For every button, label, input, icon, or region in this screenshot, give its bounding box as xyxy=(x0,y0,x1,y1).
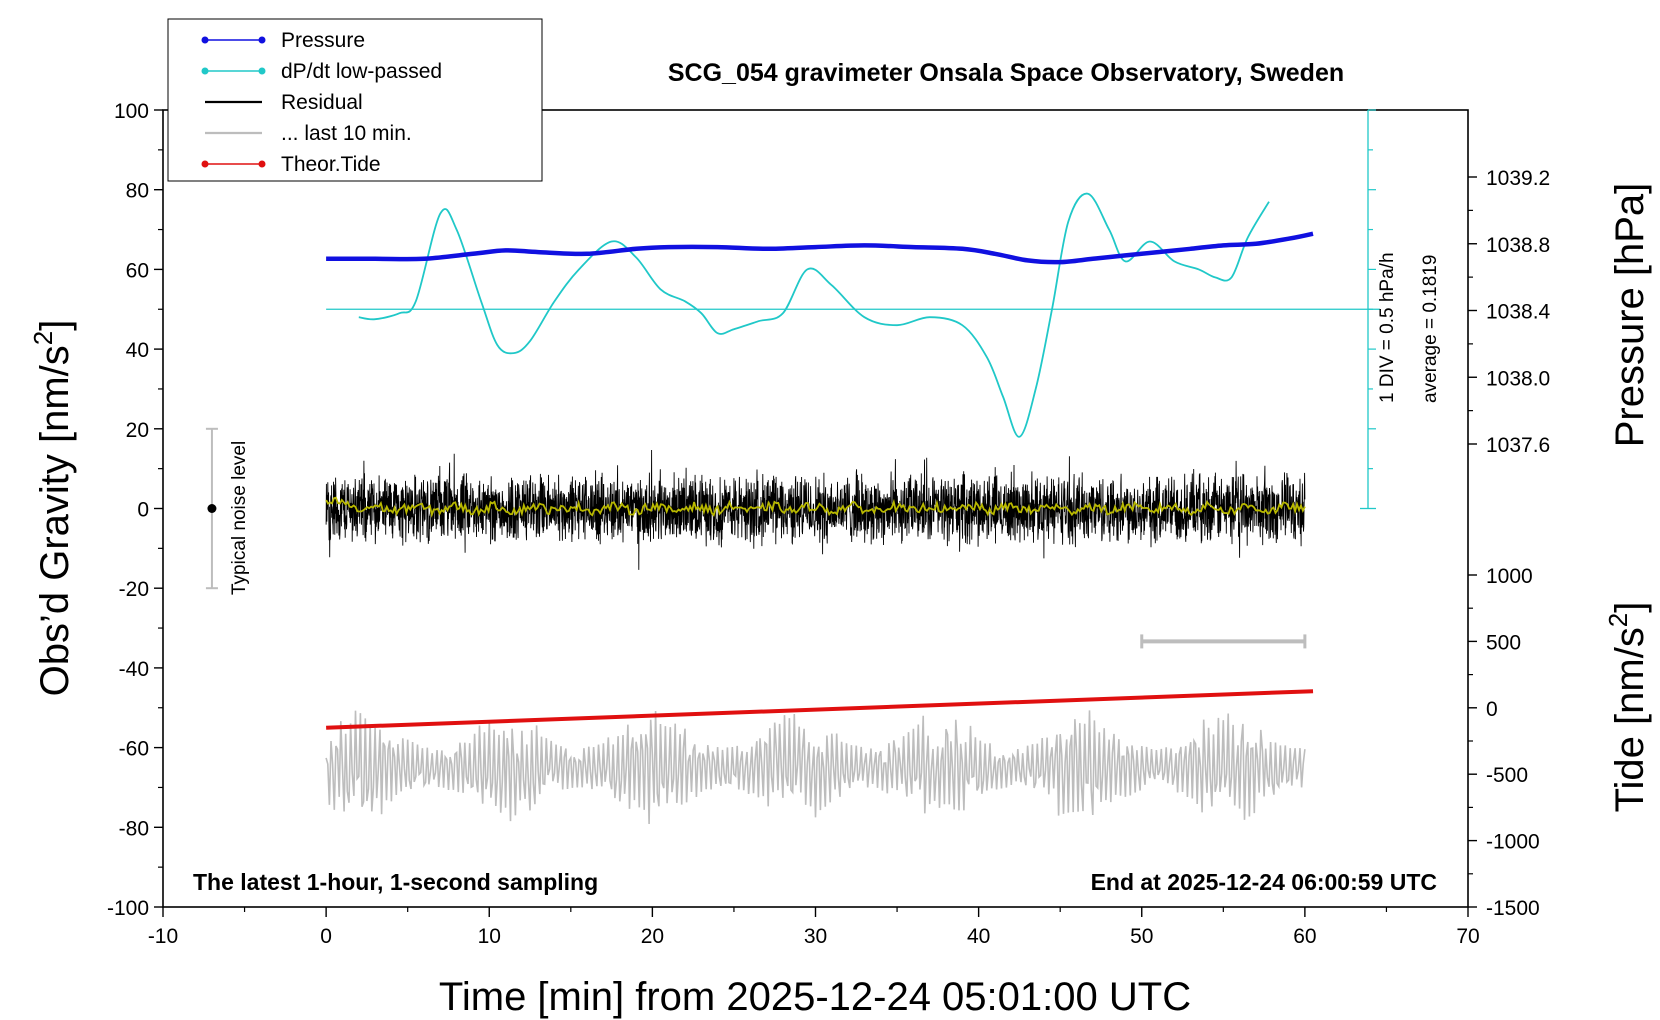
tide-axis-title: Tide [nm/s2] xyxy=(1603,602,1652,813)
y-tick-label-2: -60 xyxy=(119,738,149,761)
pressure-tick-label-0: 1037.6 xyxy=(1486,434,1550,457)
tide-tick-label-0: -1500 xyxy=(1486,897,1540,920)
legend-marker-left-0 xyxy=(201,36,209,44)
y-tick-label-3: -40 xyxy=(119,658,149,681)
pressure-series-line xyxy=(326,231,1314,265)
x-tick-label-1: 0 xyxy=(320,925,332,948)
last10-series-line xyxy=(325,710,1306,825)
legend-label-0: Pressure xyxy=(281,29,365,52)
y-tick-label-1: -80 xyxy=(119,817,149,840)
pressure-axis-title: Pressure [hPa] xyxy=(1608,183,1652,448)
y-tick-label-8: 60 xyxy=(126,259,149,282)
legend-label-1: dP/dt low-passed xyxy=(281,60,442,83)
pressure-tick-label-1: 1038.0 xyxy=(1486,367,1550,390)
y-axis-title-left-sup: 2 xyxy=(28,331,58,345)
footer-left: The latest 1-hour, 1-second sampling xyxy=(193,869,598,895)
noise-level-center-dot xyxy=(207,504,217,513)
axis-ticks xyxy=(154,109,1477,917)
legend-label-3: ... last 10 min. xyxy=(281,122,412,145)
legend-marker-left-1 xyxy=(201,67,209,75)
chart-title: SCG_054 gravimeter Onsala Space Observat… xyxy=(668,59,1344,87)
legend-marker-left-4 xyxy=(201,160,209,168)
y-tick-label-4: -20 xyxy=(119,578,149,601)
x-tick-label-5: 40 xyxy=(967,925,990,948)
tide-axis-title-main: Tide [nm/s xyxy=(1608,627,1652,812)
y-axis-title-left: Obs’d Gravity [nm/s2] xyxy=(28,320,77,697)
tide-axis-title-end: ] xyxy=(1608,602,1652,613)
tide-tick-label-2: -500 xyxy=(1486,764,1528,787)
residual-lowpass-line xyxy=(325,496,1306,518)
x-tick-label-3: 20 xyxy=(641,925,664,948)
residual-series-line xyxy=(325,449,1306,570)
x-tick-label-7: 60 xyxy=(1293,925,1316,948)
legend-box xyxy=(167,18,543,182)
x-tick-label-8: 70 xyxy=(1456,925,1479,948)
legend-label-4: Theor.Tide xyxy=(281,153,381,176)
dpdt-average-label: average = 0.1819 xyxy=(1420,255,1441,403)
pressure-tick-label-4: 1039.2 xyxy=(1486,167,1550,190)
y-tick-label-10: 100 xyxy=(114,100,149,123)
pressure-tick-label-2: 1038.4 xyxy=(1486,301,1551,324)
legend-marker-right-0 xyxy=(258,36,266,44)
y-axis-title-left-main: Obs’d Gravity [nm/s xyxy=(33,345,77,696)
legend: Pressure dP/dt low-passed Residual ... last… xyxy=(167,18,543,182)
tide-tick-label-5: 1000 xyxy=(1486,565,1533,588)
x-tick-label-0: -10 xyxy=(148,925,178,948)
x-axis-title: Time [min] from 2025-12-24 05:01:00 UTC xyxy=(439,975,1191,1019)
y-tick-label-6: 20 xyxy=(126,419,149,442)
tide-tick-label-1: -1000 xyxy=(1486,831,1540,854)
noise-level-label: Typical noise level xyxy=(229,441,250,595)
tide-tick-label-4: 500 xyxy=(1486,631,1521,654)
dpdt-series-line xyxy=(358,192,1270,438)
footer-right: End at 2025-12-24 06:00:59 UTC xyxy=(1091,869,1437,895)
x-tick-label-6: 50 xyxy=(1130,925,1153,948)
y-axis-title-left-end: ] xyxy=(33,320,77,331)
dpdt-scale-label: 1 DIV = 0.5 hPa/h xyxy=(1377,252,1398,403)
x-tick-label-2: 10 xyxy=(478,925,501,948)
tide-series-line xyxy=(326,689,1314,730)
tide-tick-label-3: 0 xyxy=(1486,698,1498,721)
y-tick-label-5: 0 xyxy=(137,499,149,522)
y-tick-label-0: -100 xyxy=(107,897,149,920)
legend-marker-right-1 xyxy=(258,67,266,75)
tide-axis-title-sup: 2 xyxy=(1603,613,1633,627)
legend-marker-right-4 xyxy=(258,160,266,168)
legend-label-2: Residual xyxy=(281,91,363,114)
y-tick-label-7: 40 xyxy=(126,339,149,362)
x-tick-label-4: 30 xyxy=(804,925,827,948)
y-tick-label-9: 80 xyxy=(126,180,149,203)
tick-labels: -10 0 10 20 30 40 50 60 70-100-80-60-40-20020406… xyxy=(107,100,1551,948)
pressure-tick-label-3: 1038.8 xyxy=(1486,234,1550,257)
series-layer xyxy=(205,109,1380,825)
